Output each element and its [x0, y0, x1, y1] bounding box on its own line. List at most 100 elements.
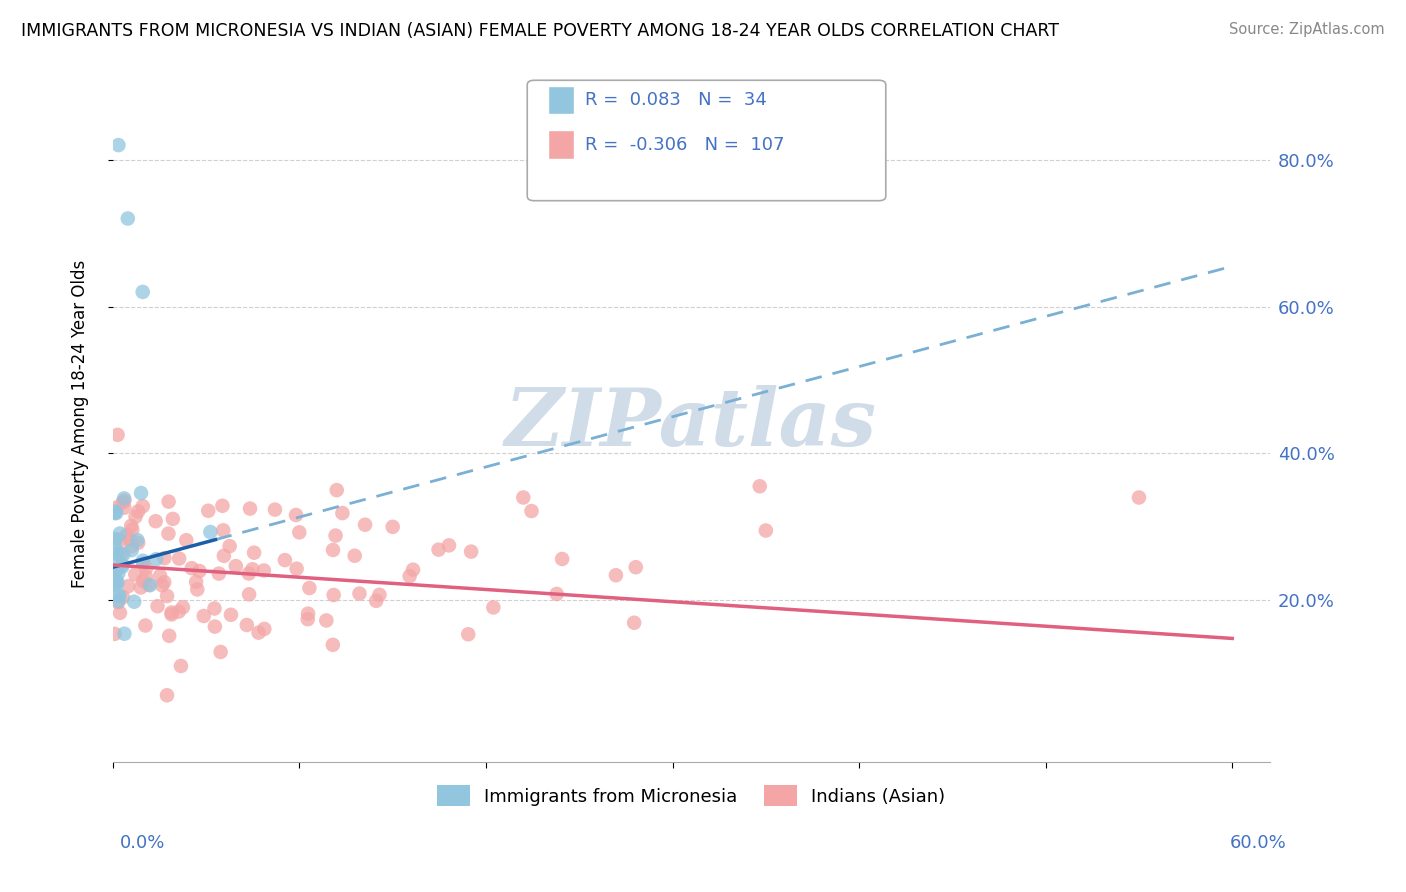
- Legend: Immigrants from Micronesia, Indians (Asian): Immigrants from Micronesia, Indians (Asi…: [430, 778, 953, 814]
- Point: [184, 574, 207, 589]
- Point: [156, 589, 179, 603]
- Point: [124, 567, 146, 582]
- Point: [200, 524, 222, 539]
- Point: [212, 549, 235, 563]
- Point: [132, 574, 155, 588]
- Point: [104, 567, 127, 582]
- Point: [253, 564, 276, 578]
- Point: [157, 494, 180, 508]
- Point: [104, 577, 127, 591]
- Point: [129, 581, 152, 595]
- Point: [238, 566, 260, 581]
- Point: [145, 552, 167, 566]
- Point: [145, 514, 167, 528]
- Point: [104, 504, 127, 518]
- Point: [180, 561, 202, 575]
- Text: R =  -0.306   N =  107: R = -0.306 N = 107: [585, 136, 785, 153]
- Point: [139, 578, 162, 592]
- Point: [253, 622, 276, 636]
- Point: [398, 569, 420, 583]
- Point: [104, 532, 127, 546]
- Point: [204, 619, 226, 633]
- Point: [127, 533, 149, 547]
- Point: [112, 626, 135, 640]
- Point: [368, 588, 391, 602]
- Point: [520, 504, 543, 518]
- Point: [546, 587, 568, 601]
- Point: [157, 526, 180, 541]
- Point: [107, 545, 129, 559]
- Point: [197, 504, 219, 518]
- Point: [132, 557, 155, 571]
- Point: [112, 491, 135, 506]
- Point: [111, 558, 134, 572]
- Point: [146, 599, 169, 614]
- Point: [129, 486, 152, 500]
- Point: [208, 566, 231, 581]
- Point: [186, 582, 208, 597]
- Point: [149, 569, 172, 583]
- Point: [131, 285, 153, 299]
- Point: [238, 587, 260, 601]
- Point: [121, 523, 143, 537]
- Point: [122, 595, 145, 609]
- Text: 60.0%: 60.0%: [1230, 834, 1286, 852]
- Point: [204, 601, 226, 615]
- Point: [104, 506, 127, 520]
- Point: [219, 607, 242, 622]
- Point: [427, 542, 450, 557]
- Point: [288, 525, 311, 540]
- Point: [285, 562, 308, 576]
- Point: [285, 508, 308, 522]
- Point: [1128, 491, 1150, 505]
- Point: [107, 566, 129, 581]
- Point: [239, 501, 262, 516]
- Point: [188, 564, 211, 578]
- Point: [170, 659, 193, 673]
- Point: [211, 499, 233, 513]
- Point: [332, 506, 354, 520]
- Point: [297, 607, 319, 621]
- Point: [132, 554, 155, 568]
- Point: [108, 606, 131, 620]
- Point: [117, 579, 139, 593]
- Point: [138, 578, 160, 592]
- Point: [111, 560, 134, 574]
- Point: [322, 543, 344, 558]
- Point: [176, 533, 198, 548]
- Point: [153, 551, 176, 566]
- Point: [111, 590, 134, 604]
- Point: [172, 600, 194, 615]
- Point: [218, 539, 240, 553]
- Point: [297, 612, 319, 626]
- Point: [193, 609, 215, 624]
- Point: [209, 645, 232, 659]
- Point: [107, 575, 129, 590]
- Point: [105, 547, 128, 561]
- Point: [242, 562, 264, 576]
- Point: [212, 524, 235, 538]
- Point: [624, 560, 647, 574]
- Point: [322, 638, 344, 652]
- Point: [104, 627, 127, 641]
- Point: [104, 576, 127, 591]
- Point: [460, 544, 482, 558]
- Point: [551, 552, 574, 566]
- Point: [157, 629, 180, 643]
- Point: [162, 512, 184, 526]
- Point: [325, 483, 347, 497]
- Point: [104, 573, 127, 587]
- Point: [605, 568, 627, 582]
- Point: [132, 499, 155, 513]
- Point: [135, 561, 157, 575]
- Point: [111, 495, 134, 509]
- Point: [112, 493, 135, 508]
- Point: [274, 553, 297, 567]
- Point: [354, 517, 377, 532]
- Point: [104, 537, 127, 551]
- Point: [121, 539, 143, 553]
- Point: [108, 589, 131, 603]
- Point: [437, 538, 460, 552]
- Text: ZIPatlas: ZIPatlas: [505, 385, 877, 463]
- Point: [107, 138, 129, 153]
